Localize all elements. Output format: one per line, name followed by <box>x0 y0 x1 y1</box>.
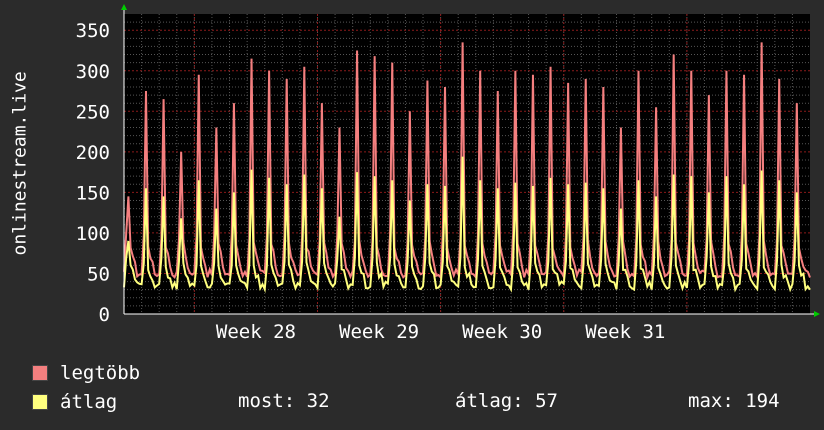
series-max-line <box>123 42 811 282</box>
plot-area <box>124 14 810 314</box>
y-tick-label: 0 <box>99 304 110 326</box>
x-tick-label: Week 29 <box>339 321 419 343</box>
max-swatch <box>32 365 48 381</box>
avg-swatch <box>32 394 48 410</box>
y-axis-label: onlinestream.live <box>9 71 31 256</box>
series-avg-line <box>123 156 811 294</box>
y-tick-label: 200 <box>76 142 110 164</box>
y-tick-label: 250 <box>76 101 110 123</box>
legend-item-avg: átlag <box>32 391 117 413</box>
y-tick-label: 150 <box>76 182 110 204</box>
y-axis-arrow <box>121 4 127 10</box>
stat-maximum: max: 194 <box>688 390 780 412</box>
stat-current: most: 32 <box>238 390 330 412</box>
x-tick-label: Week 28 <box>216 321 296 343</box>
stat-average: átlag: 57 <box>455 390 558 412</box>
y-tick-label: 50 <box>87 263 110 285</box>
legend-item-max: legtöbb <box>32 362 140 384</box>
x-tick-label: Week 31 <box>585 321 665 343</box>
legend-avg-label: átlag <box>60 391 118 413</box>
y-tick-label: 300 <box>76 61 110 83</box>
y-tick-label: 350 <box>76 20 110 42</box>
y-tick-label: 100 <box>76 223 110 245</box>
legend-max-label: legtöbb <box>60 362 141 384</box>
x-tick-label: Week 30 <box>462 321 542 343</box>
x-axis-arrow <box>814 311 820 317</box>
